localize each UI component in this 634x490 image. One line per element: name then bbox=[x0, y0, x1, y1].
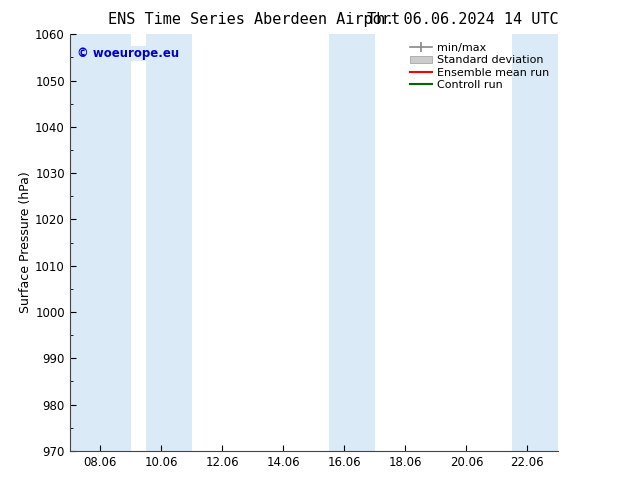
Bar bbox=[329, 34, 375, 451]
Legend: min/max, Standard deviation, Ensemble mean run, Controll run: min/max, Standard deviation, Ensemble me… bbox=[407, 40, 552, 93]
Bar bbox=[146, 34, 191, 451]
Y-axis label: Surface Pressure (hPa): Surface Pressure (hPa) bbox=[20, 172, 32, 314]
Bar bbox=[70, 34, 131, 451]
Text: © woeurope.eu: © woeurope.eu bbox=[77, 47, 179, 60]
Text: ENS Time Series Aberdeen Airport: ENS Time Series Aberdeen Airport bbox=[108, 12, 399, 27]
Bar bbox=[512, 34, 558, 451]
Text: Th. 06.06.2024 14 UTC: Th. 06.06.2024 14 UTC bbox=[367, 12, 559, 27]
